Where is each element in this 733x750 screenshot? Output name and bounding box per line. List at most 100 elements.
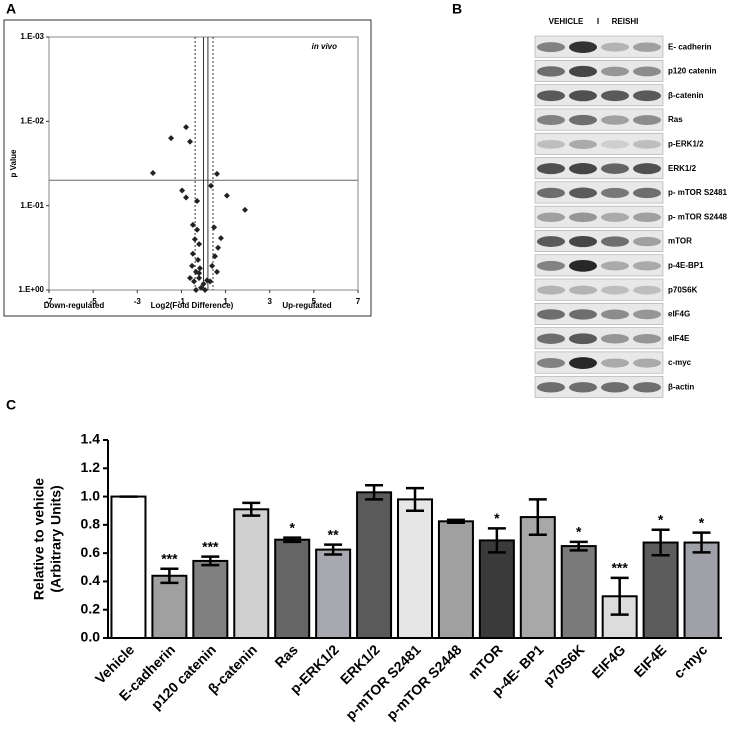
bar <box>397 498 433 639</box>
point <box>217 235 224 242</box>
blot-header: VEHICLE <box>549 17 584 26</box>
y-tick-label: 0.6 <box>81 544 101 560</box>
x-tick-label: -7 <box>45 297 53 306</box>
point <box>187 274 194 281</box>
point <box>207 278 214 285</box>
y-axis-label: (Arbitrary Units) <box>48 485 64 592</box>
point <box>213 268 220 275</box>
blot-band <box>537 187 565 199</box>
blot-band <box>601 285 629 295</box>
blot-band <box>537 163 565 175</box>
blot-band <box>633 139 661 149</box>
point <box>189 250 196 257</box>
blot-strip <box>534 60 664 82</box>
x-tick-label: -5 <box>90 297 98 306</box>
blot-band <box>601 163 629 174</box>
point <box>194 256 201 263</box>
significance: * <box>699 514 705 530</box>
blot-header: I <box>597 17 599 26</box>
significance: * <box>289 519 295 535</box>
blot-band <box>537 358 565 369</box>
blot-band <box>633 90 661 102</box>
point <box>223 192 230 199</box>
blot-band <box>569 65 597 78</box>
blot-row-label: Ras <box>668 115 683 124</box>
bar <box>437 520 474 639</box>
bar <box>315 548 352 639</box>
blot-strip <box>534 108 664 131</box>
significance: * <box>576 524 582 540</box>
blot-strip <box>534 205 664 228</box>
annotation: in vivo <box>312 42 337 51</box>
blot-strip <box>534 278 664 301</box>
x-axis-label: Up-regulated <box>282 301 331 310</box>
point <box>196 270 203 277</box>
blot-band <box>569 235 597 248</box>
blot-row-label: eIF4E <box>668 334 690 343</box>
blot-band <box>537 236 565 247</box>
y-tick-label: 0.2 <box>81 600 101 616</box>
bar <box>233 508 270 639</box>
blot-strip <box>534 351 664 374</box>
y-tick-label: 0.0 <box>81 629 101 645</box>
y-tick-label: 0.8 <box>81 516 101 532</box>
x-tick-label: Ras <box>271 641 301 671</box>
blot-strip <box>534 375 664 398</box>
significance: *** <box>611 560 628 576</box>
blot-band <box>633 261 661 271</box>
y-tick-label: 1.4 <box>81 431 101 447</box>
blot-row-label: p-4E-BP1 <box>668 261 704 270</box>
blot-band <box>569 285 597 295</box>
point <box>196 274 203 281</box>
blot-band <box>633 333 661 344</box>
blot-strip <box>534 132 664 155</box>
blot-band <box>537 66 565 77</box>
blot-strip <box>534 157 664 180</box>
error-bar <box>406 486 424 512</box>
blot-band <box>633 236 661 247</box>
blot-band <box>601 358 629 368</box>
blot-band <box>569 212 597 223</box>
error-bar <box>160 567 179 585</box>
x-tick-label: c-myc <box>670 641 710 681</box>
blot-band <box>601 42 629 52</box>
x-tick-label: 5 <box>312 297 317 306</box>
blot-band <box>601 382 629 393</box>
significance: *** <box>161 550 178 566</box>
blot-band <box>537 139 565 149</box>
blot-band <box>601 140 629 149</box>
point <box>196 265 203 272</box>
blot-band <box>569 90 597 102</box>
point <box>191 278 198 285</box>
point <box>179 187 186 194</box>
blot-band <box>569 309 597 320</box>
blot-strip <box>534 327 664 350</box>
error-bar <box>201 555 220 567</box>
blot-band <box>569 187 597 199</box>
blot-strip <box>534 303 664 325</box>
bar <box>601 595 638 639</box>
error-bar <box>365 484 384 501</box>
blot-band <box>633 309 661 320</box>
y-tick-label: 1.0 <box>81 487 101 503</box>
point <box>183 124 190 131</box>
error-bar <box>487 527 506 554</box>
significance: *** <box>202 538 219 554</box>
blot-band <box>601 261 629 271</box>
blot-band <box>601 212 629 222</box>
point <box>198 284 205 291</box>
point <box>194 226 201 233</box>
panel-label: B <box>452 1 462 17</box>
bar <box>274 538 311 640</box>
blot-band <box>537 260 565 271</box>
blot-band <box>569 259 597 272</box>
blot-band <box>633 358 661 368</box>
error-bar <box>324 543 343 556</box>
x-tick-label: p70S6K <box>540 641 588 689</box>
blot-band <box>633 115 661 125</box>
point <box>183 194 190 201</box>
error-bar <box>283 536 302 544</box>
point <box>189 262 196 269</box>
bar <box>478 539 515 640</box>
blot-band <box>633 212 661 222</box>
